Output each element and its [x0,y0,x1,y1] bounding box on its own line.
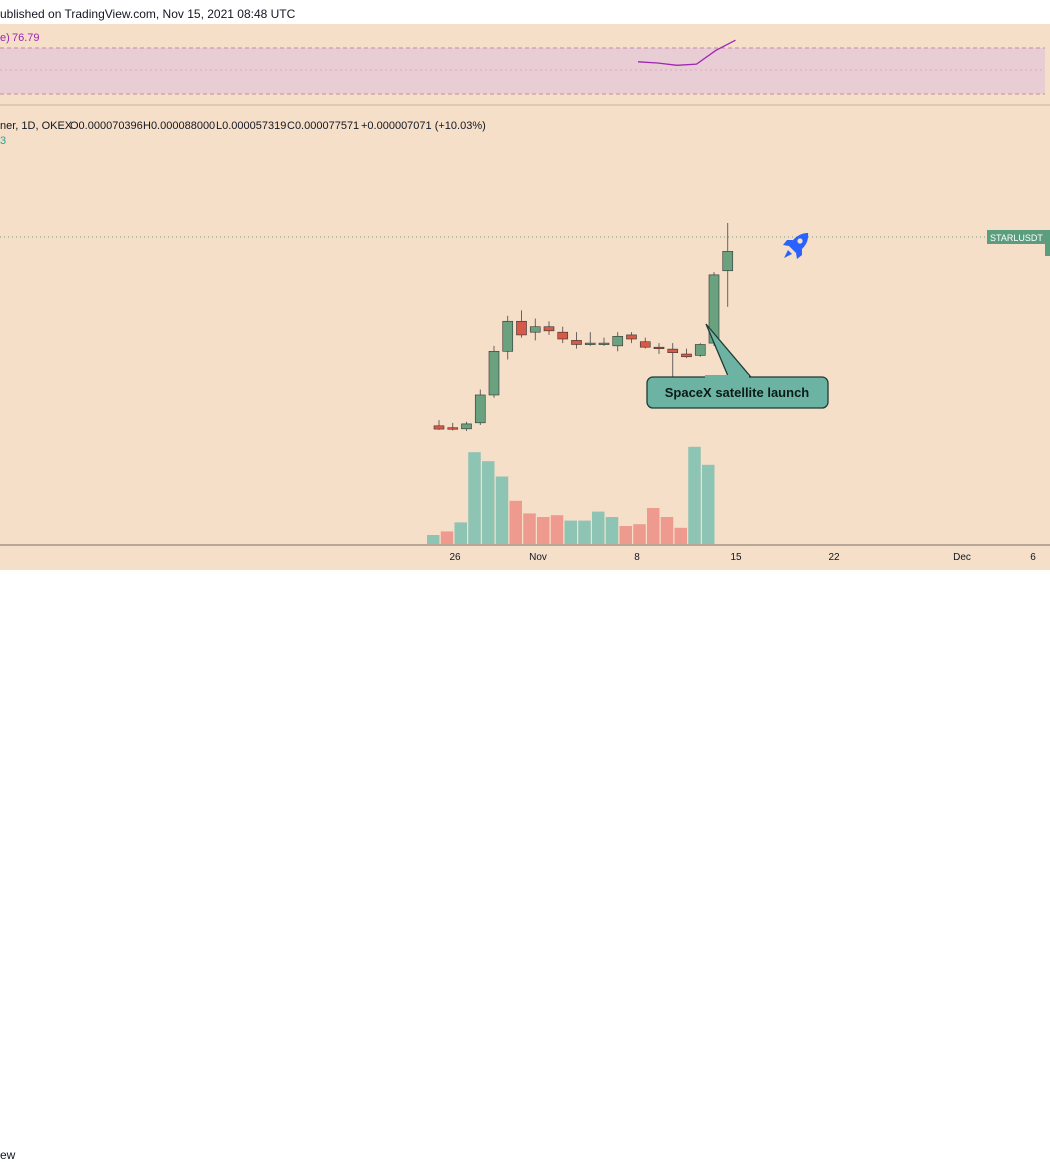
footer-text: ew [0,1148,16,1162]
volume-bar [633,524,646,544]
candle-up[interactable] [529,326,541,333]
x-tick-label: Nov [529,552,547,563]
chart-area[interactable]: e) 76.79 ner, 1D, OKEX O0.000070396 H0.0… [0,24,1050,570]
candle-up[interactable] [502,320,514,352]
x-axis-ticks: 26 Nov 8 15 22 Dec 6 [449,552,1036,563]
candle-up[interactable] [612,335,624,347]
candle-up[interactable] [598,342,610,345]
rsi-label-fragment: e) [0,32,10,44]
rsi-band [0,48,1045,94]
x-tick-label: 15 [730,552,742,563]
volume-bar [468,452,481,544]
legend-open: O0.000070396 [70,120,143,132]
x-tick-label: 6 [1030,552,1036,563]
publish-text: ublished on TradingView.com, Nov 15, 202… [0,7,296,21]
candle-up[interactable] [584,342,596,345]
volume-bar [619,526,632,544]
volume-bar [564,520,577,544]
candle-down[interactable] [571,340,582,345]
candle-down[interactable] [543,326,555,332]
rsi-line [637,39,736,66]
publish-header: ublished on TradingView.com, Nov 15, 202… [0,0,1050,26]
callout-joint [705,375,749,379]
rocket-icon [783,233,809,259]
x-tick-label: 22 [828,552,840,563]
chart-background [0,24,1050,570]
chart-svg[interactable]: e) 76.79 ner, 1D, OKEX O0.000070396 H0.0… [0,24,1050,570]
volume-bar [454,522,467,544]
candle-down[interactable] [626,334,637,340]
candlesticks [433,223,734,431]
rsi-value: 76.79 [12,32,40,44]
legend-low: L0.000057319 [216,120,286,132]
candle-up[interactable] [461,423,472,430]
candle-up[interactable] [694,344,706,356]
main-legend: ner, 1D, OKEX O0.000070396 H0.000088000 … [0,120,486,147]
price-axis-label: STARLUSDT [987,230,1050,256]
volume-bar [537,517,550,544]
volume-bar [605,517,619,544]
volume-bar [550,515,564,544]
volume-bar [495,476,509,544]
x-tick-label: Dec [953,552,971,563]
volume-bar [647,508,660,544]
candle-up[interactable] [722,251,734,272]
candle-down[interactable] [667,348,679,353]
candle-down[interactable] [516,320,527,336]
volume-bar [592,511,605,544]
callout-text: SpaceX satellite launch [665,385,810,400]
candle-down[interactable] [653,346,665,349]
volume-bar [523,513,536,544]
candle-down[interactable] [447,427,459,430]
legend-sub: 3 [0,135,6,147]
legend-close: C0.000077571 [287,120,359,132]
volume-bar [482,461,495,544]
price-label-edge [1045,230,1050,256]
volume-bar [427,535,440,544]
rsi-pane: e) 76.79 [0,32,1045,95]
volume-bar [660,517,674,544]
candle-up[interactable] [488,350,500,396]
volume-bar [688,446,701,544]
volume-bar [674,527,687,544]
annotation-callout[interactable]: SpaceX satellite launch [646,323,829,409]
volume-bars [427,446,715,544]
legend-high: H0.000088000 [143,120,215,132]
candle-down[interactable] [639,341,651,348]
price-label-box [987,230,1045,244]
footer-strip: ew [0,570,1050,1162]
candle-down[interactable] [433,425,445,430]
volume-bar [509,500,522,544]
candle-down[interactable] [681,353,692,358]
legend-change: +0.000007071 (+10.03%) [361,120,486,132]
legend-symbol: ner, 1D, OKEX [0,120,73,132]
candle-down[interactable] [557,331,569,340]
x-tick-label: 26 [449,552,461,563]
volume-bar [578,520,591,544]
price-label-text: STARLUSDT [990,233,1043,243]
volume-bar [702,464,715,544]
candle-up[interactable] [474,394,486,424]
x-tick-label: 8 [634,552,640,563]
volume-bar [440,531,454,544]
